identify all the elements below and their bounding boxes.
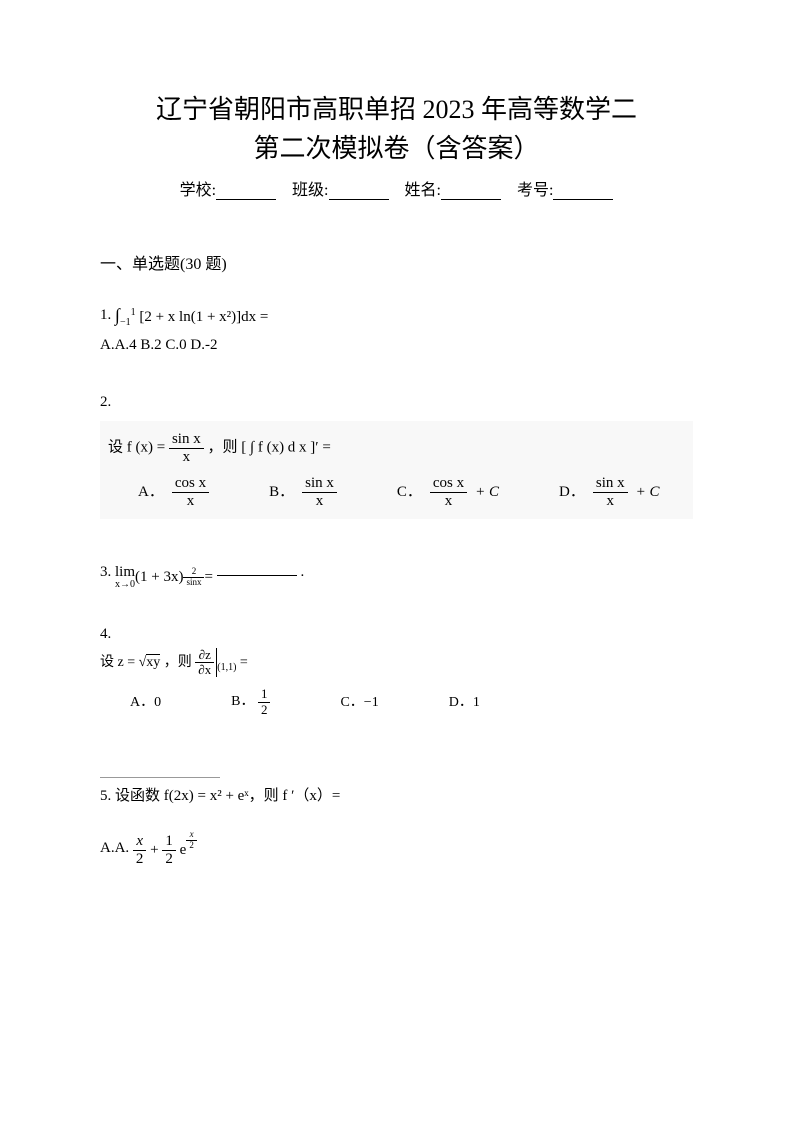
title-line-1: 辽宁省朝阳市高职单招 2023 年高等数学二 xyxy=(100,90,693,129)
q2-fraction: sin x x xyxy=(169,431,204,465)
q5-rule xyxy=(100,777,220,778)
school-blank[interactable] xyxy=(216,182,276,200)
q1-formula: ∫−11 [2 + x ln(1 + x²)]dx = xyxy=(115,309,268,325)
q3-exponent: 2 sinx xyxy=(183,567,204,588)
question-2: 2. 设 f (x) = sin x x ，则 [ ∫ f (x) d x ]′… xyxy=(100,389,693,519)
class-blank[interactable] xyxy=(329,182,389,200)
q3-number: 3. xyxy=(100,559,111,586)
q1-answers: A.A.4 B.2 C.0 D.-2 xyxy=(100,332,693,359)
q4-stem-mid: ，则 xyxy=(164,655,196,670)
q2-option-c: C． cos xx + C xyxy=(397,475,499,509)
section-header: 一、单选题(30 题) xyxy=(100,250,693,274)
q2-options: A． cos xx B． sin xx C． cos xx + C D． sin… xyxy=(108,475,685,509)
q3-answer-blank[interactable] xyxy=(217,562,297,576)
question-4: 4. 设 z = √xy ，则 ∂z ∂x (1,1) = A．0 B． 12 … xyxy=(100,621,693,717)
upper-limit: 1 xyxy=(131,307,136,318)
exam-label: 考号: xyxy=(517,182,553,199)
q3-period: . xyxy=(300,564,304,580)
q4-equals: = xyxy=(240,655,248,670)
lower-limit: −1 xyxy=(120,317,131,328)
name-label: 姓名: xyxy=(405,182,441,199)
q1-number: 1. xyxy=(100,302,111,329)
q2-number: 2. xyxy=(100,389,111,416)
q5-answer-label: A.A. xyxy=(100,840,129,856)
q2-content-box: 设 f (x) = sin x x ，则 [ ∫ f (x) d x ]′ = … xyxy=(100,421,693,519)
q4-option-c: C．−1 xyxy=(340,690,378,715)
q4-option-d: D．1 xyxy=(449,690,480,715)
question-5: 5. 设函数 f(2x) = x² + eˣ，则 f ′（x）= A.A. x2… xyxy=(100,777,693,867)
school-label: 学校: xyxy=(180,182,216,199)
q1-integrand: [2 + x ln(1 + x²)]dx = xyxy=(139,309,268,325)
q4-sqrt: √xy xyxy=(139,654,161,670)
question-1: 1. ∫−11 [2 + x ln(1 + x²)]dx = A.A.4 B.2… xyxy=(100,299,693,359)
q4-option-b: B． 12 xyxy=(231,687,270,717)
student-info-line: 学校: 班级: 姓名: 考号: xyxy=(100,176,693,200)
q2-stem-suffix: ，则 [ ∫ f (x) d x ]′ = xyxy=(207,439,330,455)
question-3: 3. lim x→0 (1 + 3x) 2 sinx = . xyxy=(100,559,693,591)
q4-number: 4. xyxy=(100,621,111,648)
q4-stem-prefix: 设 z = xyxy=(100,655,139,670)
q2-option-b: B． sin xx xyxy=(269,475,337,509)
q3-body: (1 + 3x) xyxy=(135,564,183,591)
exam-title: 辽宁省朝阳市高职单招 2023 年高等数学二 第二次模拟卷（含答案） xyxy=(100,90,693,168)
class-label: 班级: xyxy=(292,182,328,199)
exam-blank[interactable] xyxy=(553,182,613,200)
q4-options: A．0 B． 12 C．−1 D．1 xyxy=(100,687,693,717)
q5-stem: 设函数 f(2x) = x² + eˣ，则 f ′（x）= xyxy=(115,788,340,804)
q2-option-d: D． sin xx + C xyxy=(559,475,660,509)
title-line-2: 第二次模拟卷（含答案） xyxy=(100,129,693,168)
q2-stem-prefix: 设 f (x) = xyxy=(108,439,169,455)
q4-option-a: A．0 xyxy=(130,690,161,715)
q2-option-a: A． cos xx xyxy=(138,475,209,509)
q4-partial: ∂z ∂x xyxy=(195,648,217,678)
q5-answer-formula: x2 + 12 ex2 xyxy=(133,842,197,858)
q5-number: 5. xyxy=(100,783,111,810)
q4-sub: (1,1) xyxy=(217,662,236,673)
q3-formula: lim x→0 (1 + 3x) 2 sinx = xyxy=(115,564,213,591)
lim-label: lim x→0 xyxy=(115,566,135,589)
q3-equals: = xyxy=(204,564,212,591)
name-blank[interactable] xyxy=(441,182,501,200)
